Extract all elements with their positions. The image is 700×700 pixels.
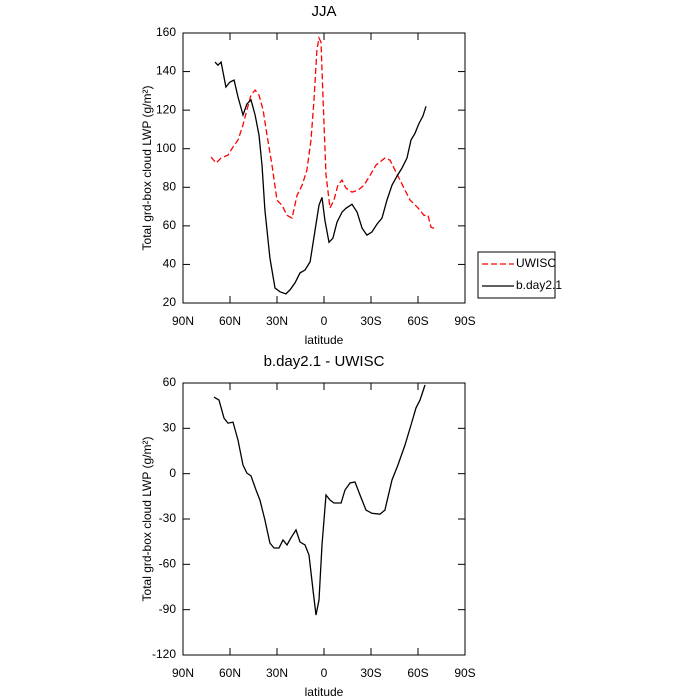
y-tick-label: -90 xyxy=(159,602,177,616)
chart-title: JJA xyxy=(311,3,336,20)
plot-frame xyxy=(182,32,466,304)
y-tick-label: 0 xyxy=(169,466,176,480)
x-tick-label: 30N xyxy=(266,314,288,328)
x-axis-label: latitude xyxy=(305,685,344,699)
line-series xyxy=(213,384,426,616)
plot-frame xyxy=(182,382,466,656)
line-series xyxy=(214,60,427,295)
y-tick-label: 160 xyxy=(156,25,176,39)
legend-label: UWISC xyxy=(516,256,556,270)
y-tick-label: 30 xyxy=(163,421,177,435)
y-tick-label: 80 xyxy=(163,179,177,193)
y-tick-label: -60 xyxy=(159,557,177,571)
x-tick-label: 60N xyxy=(219,314,241,328)
line-series xyxy=(210,35,435,229)
y-tick-label: -30 xyxy=(159,511,177,525)
x-tick-label: 90N xyxy=(172,314,194,328)
chart-title: b.day2.1 - UWISC xyxy=(264,353,385,370)
y-axis-label: Total grd-box cloud LWP (g/m²) xyxy=(140,86,154,251)
x-tick-label: 60S xyxy=(407,314,428,328)
x-axis-label: latitude xyxy=(305,333,344,347)
y-axis-label: Total grd-box cloud LWP (g/m²) xyxy=(140,437,154,602)
x-tick-label: 90S xyxy=(454,314,475,328)
y-tick-label: 60 xyxy=(163,375,177,389)
y-tick-label: 60 xyxy=(163,218,177,232)
y-tick-label: -120 xyxy=(152,647,176,661)
x-tick-label: 0 xyxy=(321,666,328,680)
y-tick-label: 140 xyxy=(156,64,176,78)
x-tick-label: 60S xyxy=(407,666,428,680)
x-tick-label: 30S xyxy=(360,314,381,328)
x-tick-label: 60N xyxy=(219,666,241,680)
x-tick-label: 0 xyxy=(321,314,328,328)
y-tick-label: 40 xyxy=(163,257,177,271)
y-tick-label: 100 xyxy=(156,141,176,155)
y-tick-label: 20 xyxy=(163,295,177,309)
y-tick-label: 120 xyxy=(156,102,176,116)
legend-label: b.day2.1 xyxy=(516,278,562,292)
x-tick-label: 90N xyxy=(172,666,194,680)
x-tick-label: 90S xyxy=(454,666,475,680)
x-tick-label: 30S xyxy=(360,666,381,680)
legend-box xyxy=(477,251,556,299)
x-tick-label: 30N xyxy=(266,666,288,680)
